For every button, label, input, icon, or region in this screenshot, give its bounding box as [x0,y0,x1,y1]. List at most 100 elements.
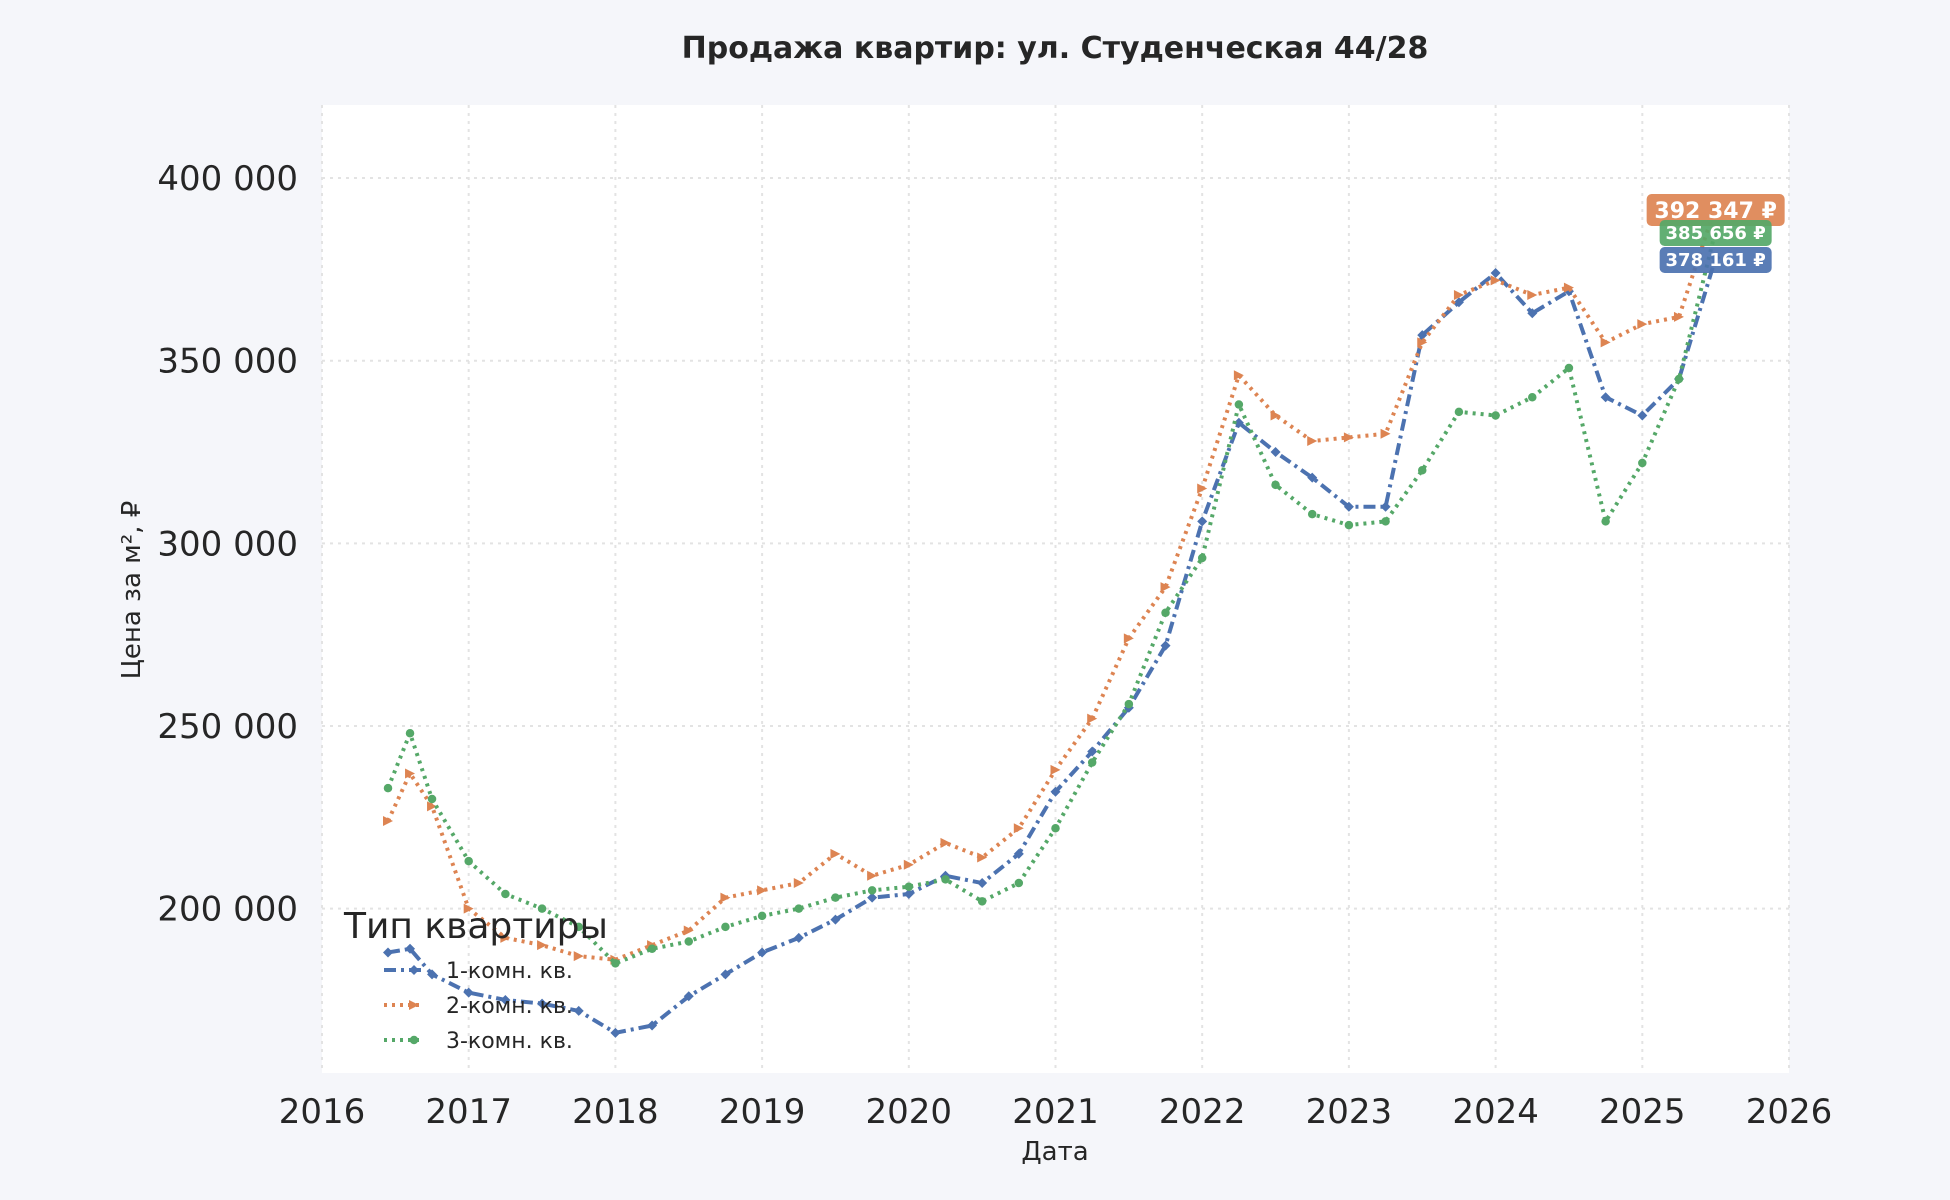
series-point [574,922,583,932]
series-point [1673,311,1684,322]
x-tick-label: 2024 [1452,1092,1539,1132]
series-point [1087,713,1098,724]
series-point [683,991,694,1002]
series-point [500,932,511,943]
series-point [464,856,473,866]
x-tick-label: 2020 [866,1092,953,1132]
x-tick-label: 2016 [279,1092,366,1132]
series-point [977,878,988,889]
series-point [793,932,804,943]
series-point [1160,582,1171,593]
end-label-box [1659,247,1772,273]
series-point [904,882,914,891]
series-point [383,815,394,826]
series-point [427,801,438,812]
series-point [1013,848,1024,859]
series-point [1637,410,1648,421]
series-point [940,837,951,848]
series-point [1050,786,1061,797]
series-point [1013,823,1024,834]
legend: Тип квартиры 1-комн. кв. 2-комн. кв. 3-ком… [343,906,608,1054]
legend-items: 1-комн. кв. 2-комн. кв. 3-комн. кв. [384,959,573,1054]
series-point [831,893,840,902]
series-point [1563,282,1574,293]
series-point [757,885,768,896]
x-tick-label: 2026 [1746,1092,1833,1132]
series-point [684,937,693,946]
series-point [1123,633,1134,644]
legend-label: 3-комн. кв. [446,1029,573,1054]
series-point [537,940,548,951]
series-point [794,904,804,913]
series-point [1233,417,1244,428]
series-point [1014,878,1024,888]
series-point [573,951,584,962]
series-point [1380,501,1391,512]
series-point [720,969,731,980]
series-point [1564,363,1574,373]
series-point [1270,410,1281,421]
y-tick-label: 400 000 [157,159,298,199]
series-3 [383,226,1720,968]
series-point [941,875,950,884]
series-point [757,947,768,958]
series-point [1417,337,1428,348]
series-point [903,889,914,900]
series-point [405,943,416,954]
legend-title: Тип квартиры [343,906,608,947]
series-point [830,914,841,925]
x-tick-label: 2018 [572,1092,659,1132]
series-point [830,848,841,859]
end-label: 392 347 ₽ [1654,199,1776,224]
legend-swatch-marker [409,1000,419,1010]
y-tick-label: 250 000 [157,707,298,747]
series-layer [383,201,1721,1038]
series-point [537,998,548,1009]
series-point [1087,746,1098,757]
series-point [977,897,987,906]
series-point [1490,275,1501,286]
series-point [501,889,510,899]
end-labels: 392 347 ₽385 656 ₽ 378 161 ₽ [1646,194,1785,273]
series-1 [383,252,1721,1038]
series-point [1343,432,1354,443]
series-point [427,794,437,804]
series-point [1160,640,1171,651]
series-point [1600,337,1611,348]
series-point [1381,517,1390,526]
series-point [463,987,474,998]
y-tick-label: 300 000 [157,524,298,564]
legend-swatch-marker [409,965,419,975]
end-label: 385 656 ₽ [1666,223,1766,244]
series-point [1601,517,1610,526]
series-point [1527,308,1538,319]
series-point [383,783,393,793]
series-line [387,257,1718,1035]
series-point [1417,330,1428,341]
series-point [1600,392,1611,403]
series-point [1380,428,1391,439]
end-label: 378 161 ₽ [1666,250,1766,271]
series-point [1307,472,1318,483]
series-point [721,922,730,932]
series-point [867,886,877,895]
legend-label: 2-комн. кв. [446,994,573,1019]
y-tick-label: 350 000 [157,342,298,382]
series-point [405,729,415,738]
legend-swatch-marker [409,1035,419,1045]
series-point [1161,608,1170,617]
series-point [405,768,416,779]
x-axis-ticks: 2016 2017 2018 2019 2020 2021 2022 2023 2024 2025… [279,1092,1833,1132]
series-point [683,925,694,936]
series-point [1453,297,1464,308]
series-2 [383,201,1721,965]
series-point [1271,480,1280,490]
series-point [793,878,804,889]
series-point [1307,509,1317,519]
series-point [1343,501,1354,512]
series-point [1638,458,1647,468]
series-point [1051,824,1060,833]
x-tick-label: 2023 [1306,1092,1393,1132]
series-point [1233,370,1244,381]
